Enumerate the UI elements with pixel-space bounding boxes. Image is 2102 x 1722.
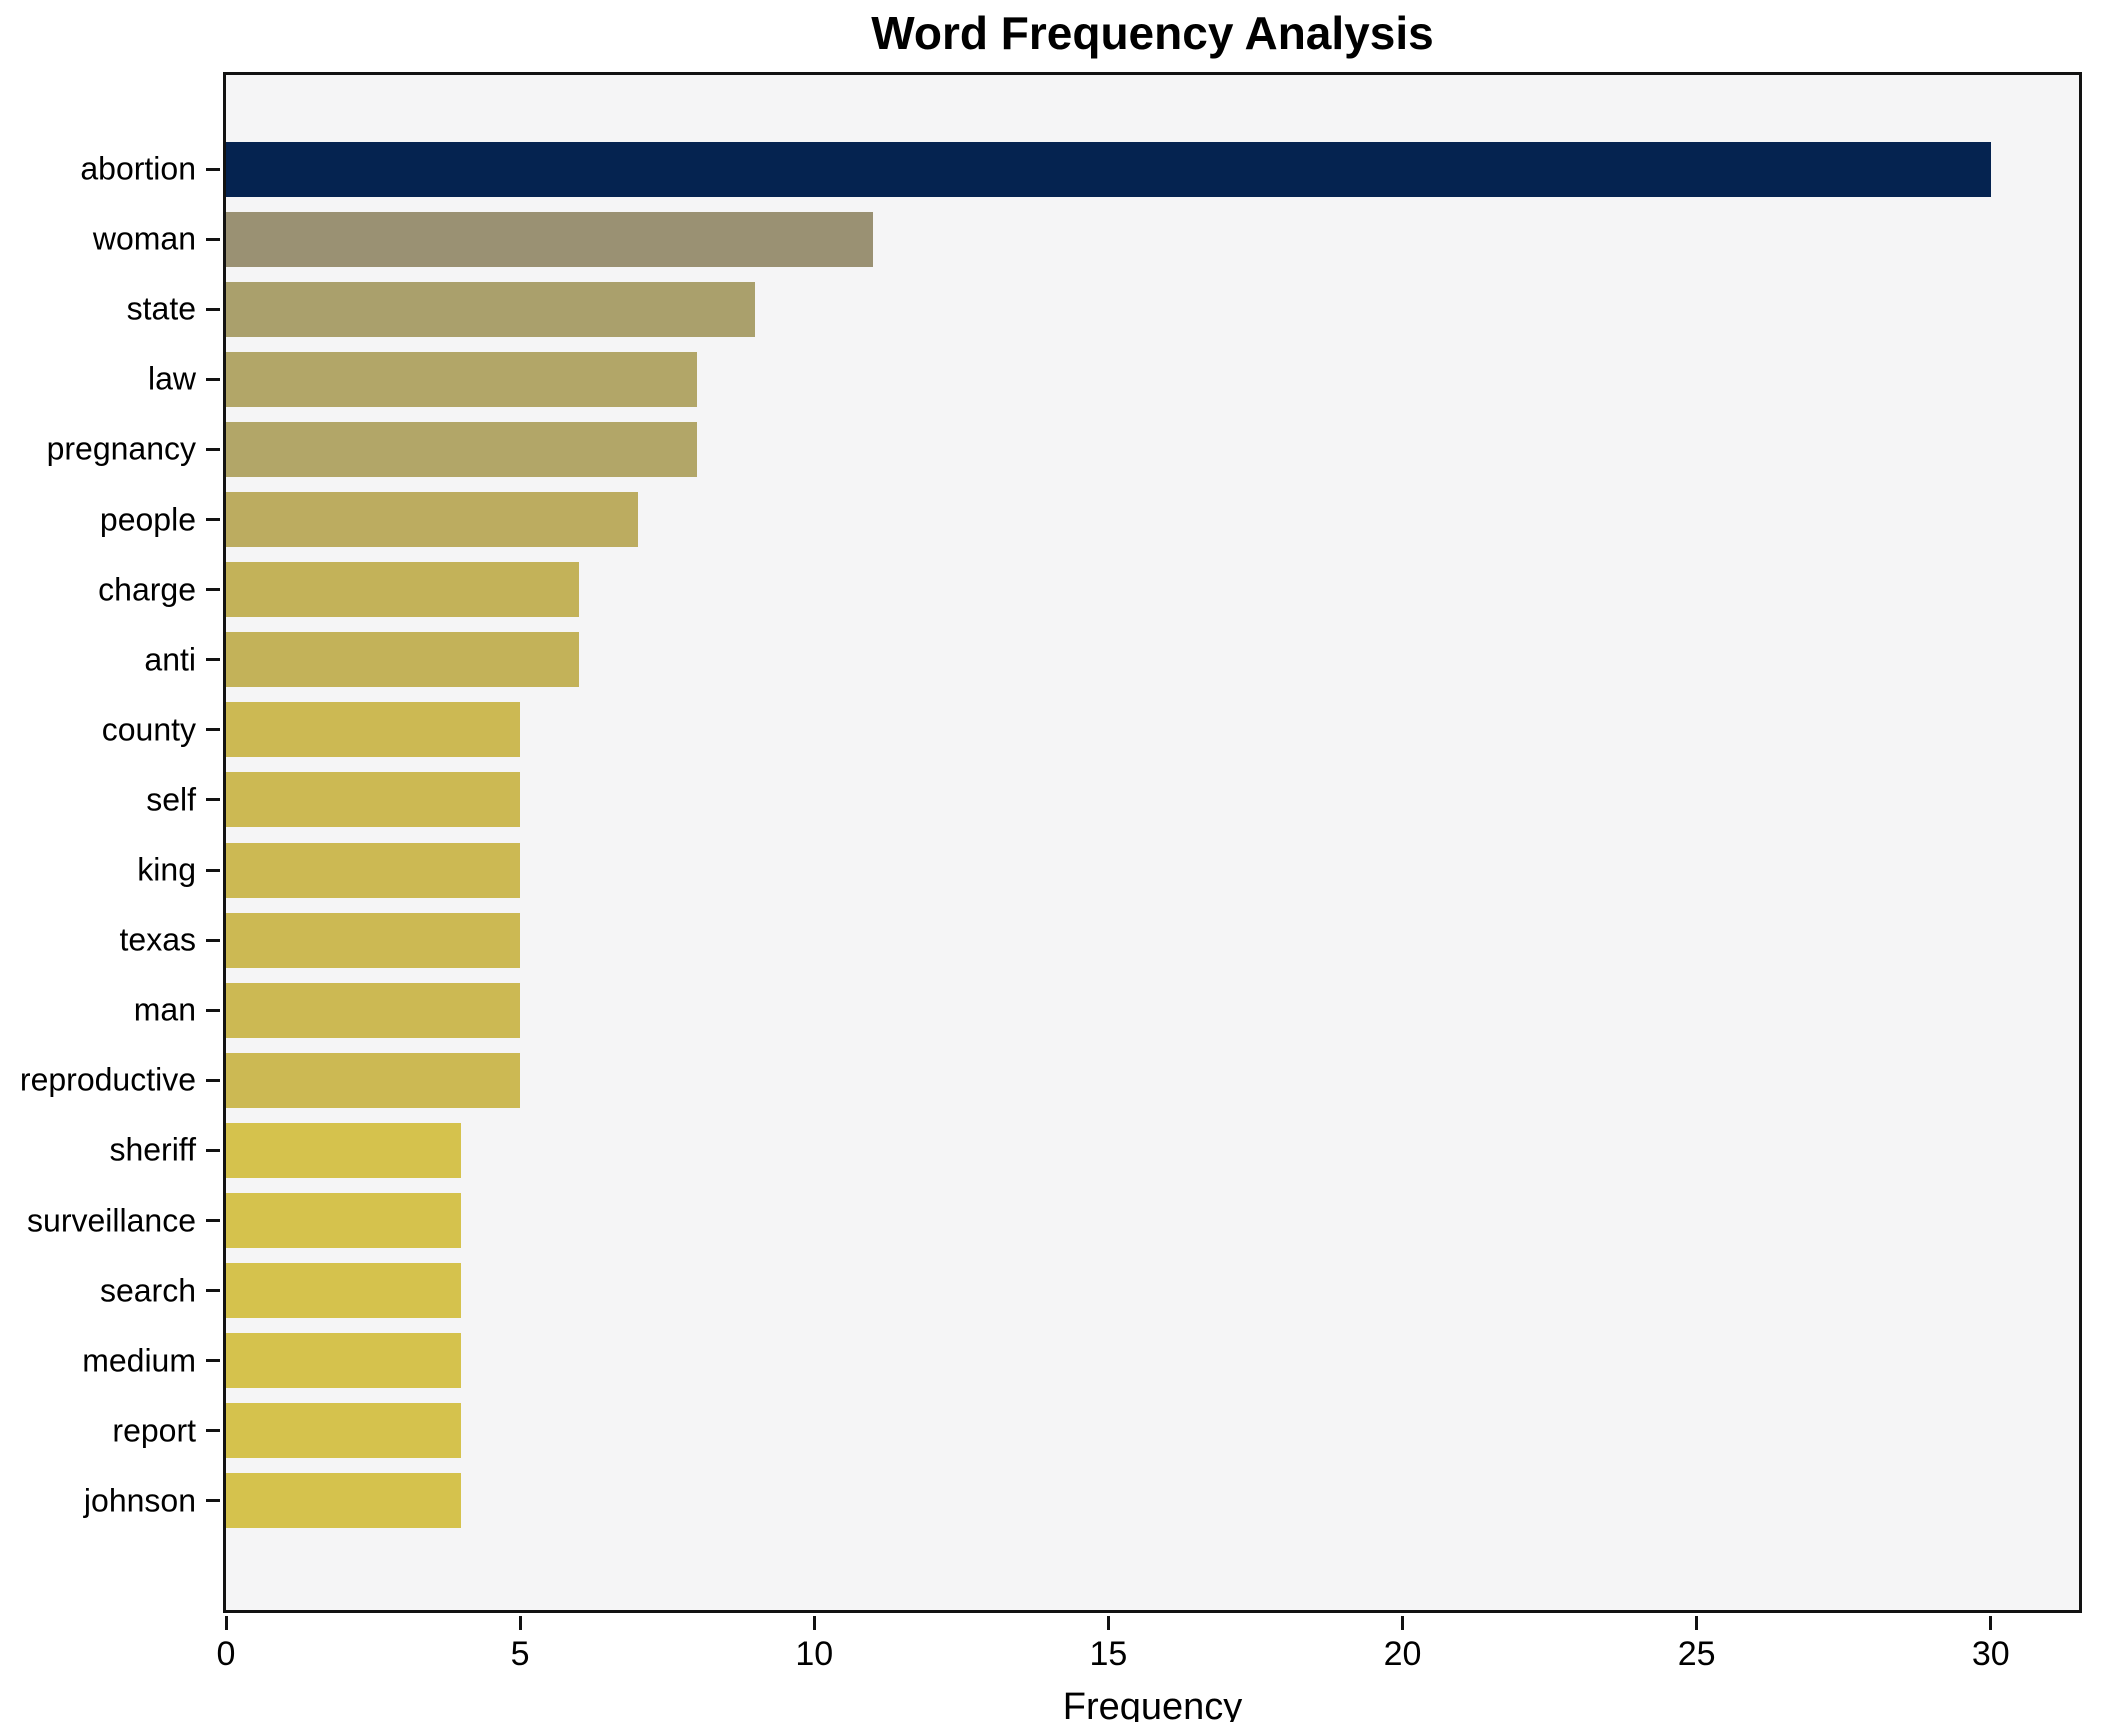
bar-state — [226, 281, 756, 337]
bar-anti — [226, 632, 579, 688]
bar-county — [226, 702, 521, 758]
y-tick-label-man: man — [133, 991, 196, 1028]
y-tick-mark — [206, 1078, 220, 1082]
y-tick-mark — [206, 167, 220, 171]
y-tick-label-county: county — [101, 711, 196, 748]
y-tick-label-medium: medium — [82, 1342, 196, 1379]
y-tick-mark — [206, 728, 220, 732]
bar-texas — [226, 912, 521, 968]
bar-charge — [226, 562, 579, 618]
y-tick-mark — [206, 1429, 220, 1433]
y-tick-mark — [206, 1499, 220, 1503]
y-tick-mark — [206, 377, 220, 381]
y-tick-label-pregnancy: pregnancy — [46, 430, 196, 467]
y-tick-mark — [206, 1289, 220, 1293]
y-tick-label-abortion: abortion — [80, 150, 196, 187]
x-tick-label-5: 5 — [510, 1635, 530, 1673]
x-tick-mark — [1989, 1616, 1993, 1630]
bar-surveillance — [226, 1193, 462, 1248]
x-tick-mark — [224, 1616, 228, 1630]
y-tick-label-charge: charge — [98, 571, 196, 608]
y-tick-mark — [206, 588, 220, 592]
x-tick-mark — [1106, 1616, 1110, 1630]
chart-title: Word Frequency Analysis — [871, 7, 1434, 59]
bar-people — [226, 492, 638, 547]
y-tick-mark — [206, 1008, 220, 1012]
bar-self — [226, 772, 521, 828]
x-tick-mark — [518, 1616, 522, 1630]
plot-inner: abortion woman state law pregnancy people char… — [20, 75, 2079, 1673]
y-tick-mark — [206, 658, 220, 662]
x-tick-label-20: 20 — [1383, 1635, 1422, 1673]
y-tick-label-woman: woman — [92, 220, 196, 257]
x-axis-label: Frequency — [1062, 1686, 1243, 1722]
y-tick-label-report: report — [112, 1412, 196, 1449]
y-tick-mark — [206, 798, 220, 802]
bar-johnson — [226, 1473, 462, 1529]
y-tick-mark — [206, 307, 220, 311]
bar-king — [226, 842, 521, 898]
y-tick-label-people: people — [99, 501, 196, 537]
bar-medium — [226, 1333, 462, 1389]
plot-wrap: Word Frequency Analysis abortion woman sta… — [20, 7, 2082, 1722]
bar-search — [226, 1263, 462, 1319]
bar-report — [226, 1403, 462, 1459]
y-tick-mark — [206, 1148, 220, 1152]
y-tick-mark — [206, 237, 220, 241]
y-tick-mark — [206, 1359, 220, 1363]
y-tick-mark — [206, 868, 220, 872]
x-tick-label-15: 15 — [1089, 1635, 1128, 1673]
bar-sheriff — [226, 1122, 462, 1178]
y-tick-label-surveillance: surveillance — [27, 1202, 196, 1238]
bar-pregnancy — [226, 421, 697, 477]
y-tick-label-sheriff: sheriff — [109, 1131, 196, 1168]
x-tick-mark — [1401, 1616, 1404, 1630]
y-tick-mark — [206, 1219, 220, 1222]
y-tick-label-anti: anti — [144, 641, 196, 678]
y-tick-label-state: state — [126, 290, 196, 327]
x-tick-label-30: 30 — [1971, 1635, 2010, 1673]
y-tick-label-search: search — [99, 1272, 196, 1309]
y-tick-label-self: self — [146, 781, 196, 818]
y-tick-label-king: king — [137, 851, 196, 888]
x-tick-label-25: 25 — [1677, 1635, 1716, 1673]
x-tick-mark — [812, 1616, 816, 1630]
y-tick-label-texas: texas — [119, 921, 196, 958]
y-tick-mark — [206, 447, 220, 451]
bar-abortion — [226, 141, 1991, 197]
bar-man — [226, 982, 521, 1038]
x-tick-label-10: 10 — [795, 1635, 834, 1673]
x-tick-mark — [1695, 1616, 1699, 1630]
bar-woman — [226, 211, 874, 267]
y-tick-label-reproductive: reproductive — [19, 1061, 196, 1098]
y-tick-mark — [206, 938, 220, 942]
bar-reproductive — [226, 1052, 521, 1108]
y-tick-label-law: law — [147, 360, 196, 397]
y-tick-label-johnson: johnson — [83, 1482, 196, 1519]
y-tick-mark — [206, 518, 220, 521]
bar-law — [226, 351, 697, 407]
x-tick-label-0: 0 — [216, 1635, 236, 1673]
